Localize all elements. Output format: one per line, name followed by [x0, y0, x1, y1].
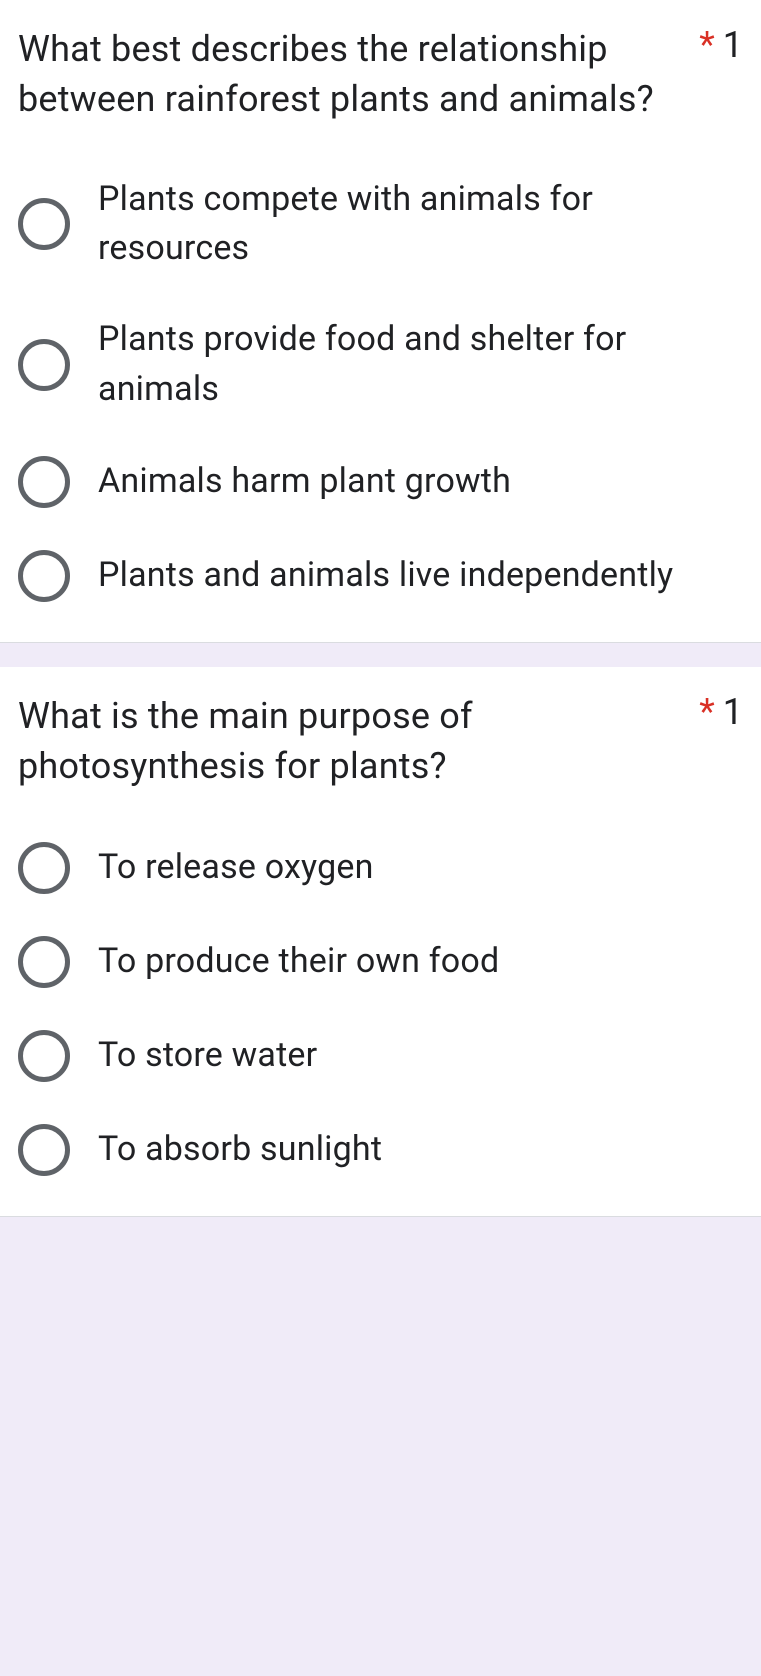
radio-icon[interactable]	[18, 936, 70, 988]
points-label: 1	[723, 24, 743, 66]
option-row[interactable]: To absorb sunlight	[18, 1124, 743, 1176]
required-marker: *	[699, 691, 715, 733]
options-container: To release oxygen To produce their own f…	[18, 842, 743, 1176]
points-label: 1	[723, 691, 743, 733]
option-label: Animals harm plant growth	[98, 457, 511, 506]
question-card-2: What is the main purpose of photosynthes…	[0, 667, 761, 1217]
option-label: To absorb sunlight	[98, 1125, 382, 1174]
radio-icon[interactable]	[18, 550, 70, 602]
radio-icon[interactable]	[18, 339, 70, 391]
radio-icon[interactable]	[18, 456, 70, 508]
radio-icon[interactable]	[18, 842, 70, 894]
question-text: What is the main purpose of photosynthes…	[18, 691, 691, 792]
card-divider	[0, 643, 761, 667]
option-row[interactable]: Plants compete with animals for resource…	[18, 175, 743, 274]
option-label: Plants and animals live independently	[98, 551, 673, 600]
required-marker: *	[699, 24, 715, 66]
option-label: To produce their own food	[98, 937, 499, 986]
option-row[interactable]: To release oxygen	[18, 842, 743, 894]
option-label: To release oxygen	[98, 843, 374, 892]
question-header: What best describes the relationship bet…	[18, 24, 743, 125]
option-row[interactable]: Plants and animals live independently	[18, 550, 743, 602]
question-header: What is the main purpose of photosynthes…	[18, 691, 743, 792]
option-row[interactable]: Animals harm plant growth	[18, 456, 743, 508]
question-card-1: What best describes the relationship bet…	[0, 0, 761, 643]
options-container: Plants compete with animals for resource…	[18, 175, 743, 602]
option-label: To store water	[98, 1031, 317, 1080]
radio-icon[interactable]	[18, 198, 70, 250]
radio-icon[interactable]	[18, 1124, 70, 1176]
option-label: Plants provide food and shelter for anim…	[98, 315, 743, 414]
option-row[interactable]: To store water	[18, 1030, 743, 1082]
radio-icon[interactable]	[18, 1030, 70, 1082]
option-row[interactable]: To produce their own food	[18, 936, 743, 988]
option-label: Plants compete with animals for resource…	[98, 175, 743, 274]
question-text: What best describes the relationship bet…	[18, 24, 691, 125]
option-row[interactable]: Plants provide food and shelter for anim…	[18, 315, 743, 414]
